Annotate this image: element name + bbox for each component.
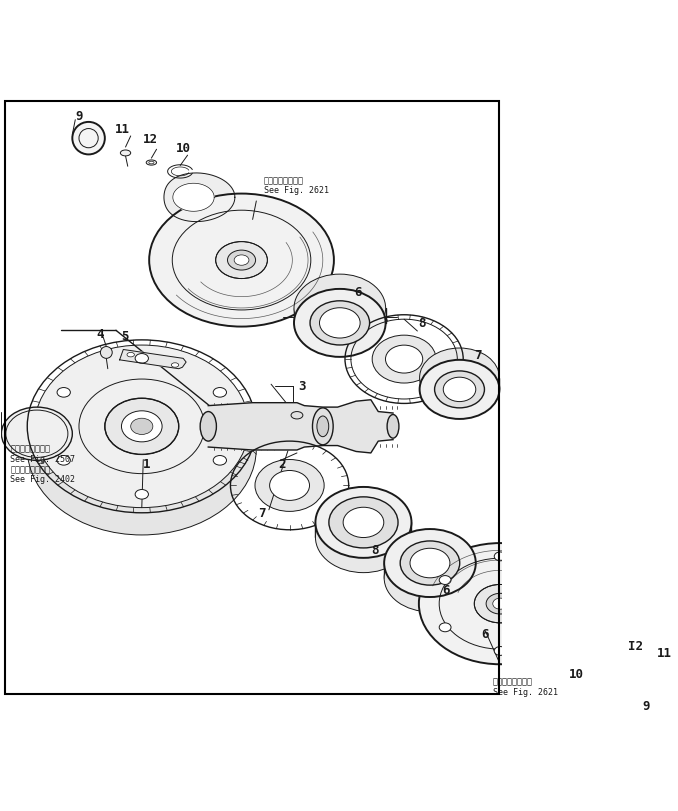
Text: 11: 11 [115,123,130,136]
Ellipse shape [384,544,476,612]
Text: 1: 1 [143,457,151,470]
Ellipse shape [486,594,514,614]
Ellipse shape [234,255,249,266]
Text: 7: 7 [258,507,266,520]
Ellipse shape [135,490,148,500]
Ellipse shape [200,412,216,441]
Ellipse shape [131,418,153,435]
Ellipse shape [420,349,500,408]
Ellipse shape [319,308,360,339]
Ellipse shape [435,371,485,409]
Ellipse shape [549,623,561,632]
Ellipse shape [420,360,500,419]
Text: 6: 6 [354,285,361,298]
Ellipse shape [313,409,333,445]
Ellipse shape [57,456,71,466]
Ellipse shape [172,363,179,367]
Ellipse shape [255,460,324,512]
Ellipse shape [410,548,450,578]
Ellipse shape [135,354,148,363]
Ellipse shape [329,497,398,548]
Ellipse shape [343,508,384,538]
Text: 6: 6 [481,628,490,641]
Ellipse shape [315,487,412,558]
Circle shape [73,122,105,155]
Ellipse shape [439,576,451,585]
Text: 8: 8 [418,317,426,330]
Text: 10: 10 [569,667,584,680]
Text: 5: 5 [121,329,129,342]
Ellipse shape [294,290,386,358]
Ellipse shape [633,667,638,671]
Ellipse shape [372,336,436,384]
Ellipse shape [270,471,310,500]
Text: 第２５０１図参照
See Fig. 2507
第２４０２図参照
See Fig. 2402: 第２５０１図参照 See Fig. 2507 第２４０２図参照 See Fig.… [10,444,75,484]
Ellipse shape [493,599,508,609]
Ellipse shape [57,388,71,397]
Ellipse shape [315,502,412,573]
Ellipse shape [317,417,329,437]
Ellipse shape [439,623,451,632]
Polygon shape [119,350,186,369]
Ellipse shape [310,302,370,345]
Ellipse shape [494,646,506,655]
Ellipse shape [400,541,460,586]
Polygon shape [173,184,214,212]
Ellipse shape [228,251,256,271]
Ellipse shape [148,162,154,165]
Ellipse shape [146,161,157,166]
Ellipse shape [648,673,658,679]
Ellipse shape [213,388,226,397]
Circle shape [665,669,678,702]
Ellipse shape [631,666,641,672]
Text: 7: 7 [475,349,482,362]
Ellipse shape [549,576,561,585]
Text: 第２６２１図参照
See Fig. 2621: 第２６２１図参照 See Fig. 2621 [493,677,558,697]
Ellipse shape [294,275,386,343]
Ellipse shape [494,552,506,561]
Ellipse shape [291,412,303,419]
Ellipse shape [149,195,334,327]
Text: 3: 3 [298,380,306,393]
Ellipse shape [387,415,399,439]
Ellipse shape [121,151,131,157]
Ellipse shape [35,345,249,508]
Text: 10: 10 [176,142,191,155]
Ellipse shape [386,345,422,374]
Text: 8: 8 [371,543,378,556]
Text: 12: 12 [143,133,158,146]
Ellipse shape [443,378,476,402]
Ellipse shape [384,530,476,597]
Text: 6: 6 [442,583,450,596]
Circle shape [100,347,113,359]
Ellipse shape [121,411,162,442]
Text: 第２６２１図参照
See Fig. 2621: 第２６２１図参照 See Fig. 2621 [264,176,329,195]
Text: 11: 11 [657,646,672,659]
Ellipse shape [105,399,179,455]
Ellipse shape [127,353,134,358]
Text: 2: 2 [279,457,286,470]
Text: 4: 4 [96,328,104,341]
Ellipse shape [475,585,526,623]
Text: 9: 9 [643,699,650,712]
Text: I2: I2 [628,639,643,652]
Polygon shape [559,627,620,669]
Ellipse shape [216,242,267,279]
Ellipse shape [27,363,256,535]
Polygon shape [567,637,603,660]
Ellipse shape [419,543,582,664]
Ellipse shape [213,456,226,466]
Polygon shape [208,401,393,453]
Text: 9: 9 [75,110,83,123]
Ellipse shape [1,408,73,461]
Polygon shape [164,174,235,222]
